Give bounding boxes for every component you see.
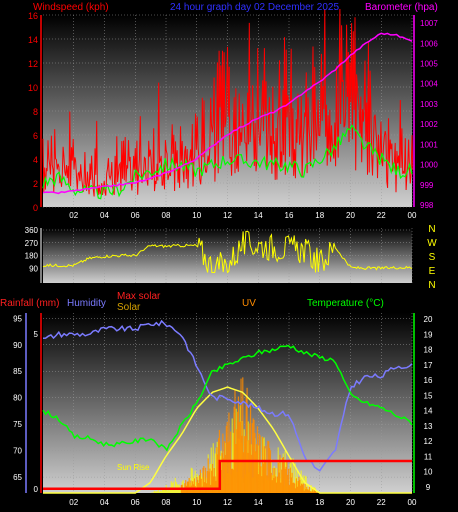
hour-tick-label: 20 (346, 211, 355, 220)
humidity-tick-label: 70 (13, 447, 22, 456)
grid-lines (43, 14, 413, 493)
max-solar-label: Max solar (117, 291, 161, 302)
baro-tick-label: 1002 (420, 120, 438, 129)
hour-tick-label: 18 (315, 498, 324, 507)
baro-tick-label: 1005 (420, 60, 438, 69)
hour-tick-label: 04 (100, 211, 109, 220)
hour-tick-label: 16 (285, 498, 294, 507)
wind-tick-label: 8 (33, 107, 38, 117)
hour-tick-label: 22 (377, 211, 386, 220)
temperature-tick-label: 16 (424, 376, 433, 385)
humidity-tick-label: 80 (13, 394, 22, 403)
humidity-series-line (42, 319, 413, 472)
hour-tick-label: 04 (100, 498, 109, 507)
wind-average-series-line (42, 124, 413, 200)
rainfall-label: Rainfall (mm) (0, 298, 59, 309)
baro-ylabel: Barometer (hpa) (365, 2, 438, 13)
sun-rise-label: Sun Rise (117, 463, 150, 472)
compass-label: E (429, 266, 436, 277)
wind-ylabel: Windspeed (kph) (33, 2, 109, 13)
hour-tick-label: 12 (223, 211, 232, 220)
rain-tick-label: 0 (34, 485, 39, 494)
temperature-series-line (42, 344, 413, 452)
baro-tick-label: 1003 (420, 100, 438, 109)
uv-label: UV (242, 298, 256, 309)
compass-label: N (428, 280, 435, 291)
baro-tick-label: 1007 (420, 19, 438, 28)
axes: 0246810121416998999100010011002100310041… (13, 11, 438, 507)
hour-tick-label: 08 (162, 498, 171, 507)
direction-tick-label: 270 (25, 239, 39, 248)
wind-tick-label: 6 (33, 131, 38, 141)
hour-tick-label: 06 (131, 211, 140, 220)
wind-tick-label: 2 (33, 179, 38, 189)
temperature-tick-label: 10 (424, 468, 433, 477)
temperature-tick-label: 14 (424, 407, 433, 416)
max-solar-series-line (43, 386, 412, 494)
wind-tick-label: 0 (33, 203, 38, 213)
baro-tick-label: 1001 (420, 140, 438, 149)
humidity-tick-label: 65 (13, 473, 22, 482)
humidity-tick-label: 85 (13, 367, 22, 376)
direction-tick-label: 180 (25, 252, 39, 261)
wind-tick-label: 14 (28, 35, 38, 45)
temperature-label: Temperature (°C) (307, 298, 384, 309)
temperature-tick-label: 18 (424, 346, 433, 355)
hour-tick-label: 02 (69, 498, 78, 507)
compass-label: W (427, 238, 437, 249)
humidity-label: Humidity (67, 298, 106, 309)
direction-tick-label: 360 (25, 226, 39, 235)
wind-tick-label: 16 (28, 11, 38, 21)
compass-label: N (428, 224, 435, 235)
temperature-tick-label: 15 (424, 391, 433, 400)
baro-tick-label: 1000 (420, 161, 438, 170)
humidity-tick-label: 75 (13, 420, 22, 429)
wind-tick-label: 10 (28, 83, 38, 93)
temperature-tick-label: 12 (424, 437, 433, 446)
hour-tick-label: 02 (69, 211, 78, 220)
hour-tick-label: 16 (285, 211, 294, 220)
temperature-tick-label: 19 (424, 330, 433, 339)
humidity-tick-label: 95 (13, 314, 22, 323)
chart-title: 24 hour graph day 02 December 2025 (170, 2, 339, 13)
temperature-tick-label: 13 (424, 422, 433, 431)
wind-tick-label: 12 (28, 59, 38, 69)
humidity-tick-label: 90 (13, 341, 22, 350)
direction-tick-label: 90 (29, 264, 38, 273)
hour-tick-label: 12 (223, 498, 232, 507)
hour-tick-label: 00 (408, 211, 417, 220)
hour-tick-label: 14 (254, 211, 263, 220)
baro-tick-label: 1004 (420, 80, 438, 89)
wind-direction-series-line (42, 230, 413, 274)
temperature-tick-label: 17 (424, 361, 433, 370)
gust-series-line (42, 8, 414, 197)
hour-tick-label: 18 (315, 211, 324, 220)
solar-label: Solar (117, 302, 141, 313)
barometer-series-line (42, 32, 413, 195)
hour-tick-label: 20 (346, 498, 355, 507)
hour-tick-label: 14 (254, 498, 263, 507)
hour-tick-label: 00 (408, 498, 417, 507)
wind-tick-label: 4 (33, 155, 38, 165)
compass-label: S (429, 252, 436, 263)
temperature-tick-label: 20 (424, 315, 433, 324)
temperature-tick-label: 9 (426, 483, 431, 492)
baro-tick-label: 999 (420, 181, 434, 190)
hour-tick-label: 22 (377, 498, 386, 507)
hour-tick-label: 10 (192, 498, 201, 507)
rain-tick-label: 5 (34, 330, 39, 339)
chart-marks (42, 8, 414, 494)
temperature-tick-label: 11 (424, 452, 433, 461)
hour-tick-label: 06 (131, 498, 140, 507)
baro-tick-label: 1006 (420, 39, 438, 48)
rainfall-series-line (43, 459, 412, 491)
hour-tick-label: 10 (192, 211, 201, 220)
hour-tick-label: 08 (162, 211, 171, 220)
baro-tick-label: 998 (420, 201, 434, 210)
